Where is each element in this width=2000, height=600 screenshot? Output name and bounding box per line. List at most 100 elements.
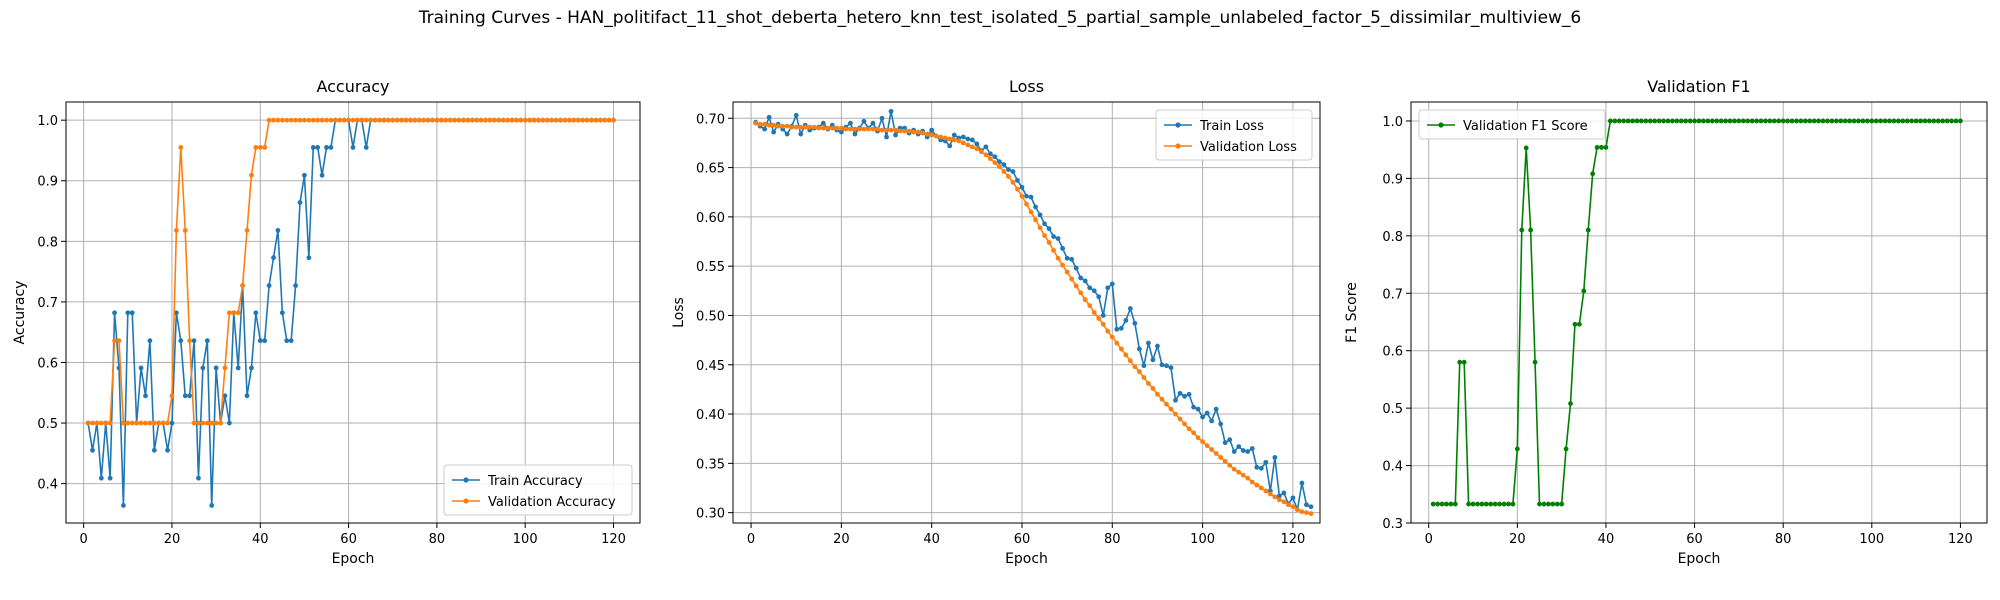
data-point bbox=[780, 123, 786, 129]
data-point bbox=[1953, 118, 1959, 124]
data-point bbox=[1069, 276, 1075, 282]
data-point bbox=[293, 117, 298, 123]
data-point bbox=[368, 117, 374, 123]
data-point bbox=[112, 338, 117, 344]
x-tick-label: 120 bbox=[601, 532, 626, 547]
data-point bbox=[1833, 118, 1839, 124]
data-point bbox=[947, 136, 953, 142]
data-point bbox=[1927, 118, 1932, 124]
y-tick-label: 0.55 bbox=[696, 260, 725, 275]
data-point bbox=[138, 365, 144, 371]
data-point bbox=[1132, 364, 1138, 370]
data-point bbox=[1060, 262, 1066, 268]
data-point bbox=[138, 420, 144, 426]
data-point bbox=[231, 310, 237, 316]
data-point bbox=[1177, 390, 1183, 396]
figure-title: Training Curves - HAN_politifact_11_shot… bbox=[418, 8, 1582, 28]
data-point bbox=[1001, 169, 1007, 174]
data-point bbox=[1789, 118, 1795, 124]
data-point bbox=[319, 117, 325, 123]
data-point bbox=[129, 420, 135, 426]
data-point bbox=[1087, 285, 1093, 291]
data-point bbox=[337, 117, 343, 123]
data-point bbox=[284, 117, 290, 123]
data-point bbox=[297, 117, 303, 123]
data-point bbox=[1186, 426, 1192, 432]
y-tick-label: 0.3 bbox=[1382, 517, 1403, 532]
data-point bbox=[1019, 193, 1025, 199]
data-point bbox=[341, 117, 347, 123]
data-point bbox=[222, 393, 228, 399]
data-point bbox=[196, 420, 201, 426]
data-point bbox=[1213, 451, 1219, 456]
data-point bbox=[1299, 509, 1305, 515]
data-point bbox=[1222, 440, 1228, 446]
y-axis-label: F1 Score bbox=[1344, 282, 1360, 343]
data-point bbox=[178, 338, 184, 344]
legend-box bbox=[443, 464, 633, 516]
data-point bbox=[249, 365, 254, 371]
data-point bbox=[1430, 501, 1436, 507]
data-point bbox=[1308, 511, 1314, 517]
data-point bbox=[531, 117, 537, 123]
data-point bbox=[848, 120, 853, 126]
data-point bbox=[1568, 401, 1573, 406]
data-point bbox=[1285, 502, 1291, 508]
data-point bbox=[403, 117, 409, 123]
data-point bbox=[116, 338, 122, 344]
data-point bbox=[1825, 118, 1830, 124]
x-tick-label: 20 bbox=[1509, 532, 1526, 547]
legend-marker bbox=[1438, 122, 1444, 128]
data-point bbox=[390, 117, 396, 123]
data-point bbox=[90, 420, 95, 426]
data-point bbox=[1444, 501, 1449, 507]
data-point bbox=[98, 475, 104, 481]
data-point bbox=[169, 393, 175, 399]
data-point bbox=[888, 127, 894, 133]
data-point bbox=[125, 310, 131, 316]
data-point bbox=[997, 164, 1002, 169]
data-point bbox=[580, 117, 585, 123]
data-point bbox=[1701, 118, 1706, 124]
data-point bbox=[983, 144, 989, 150]
data-point bbox=[861, 126, 867, 132]
data-point bbox=[505, 117, 510, 123]
data-point bbox=[915, 129, 921, 135]
y-tick-label: 1.0 bbox=[1382, 115, 1403, 130]
data-point bbox=[969, 137, 975, 143]
data-point bbox=[1683, 118, 1689, 124]
data-point bbox=[244, 228, 250, 233]
data-point bbox=[1168, 406, 1174, 412]
data-point bbox=[1209, 447, 1215, 452]
data-point bbox=[1758, 118, 1764, 124]
data-point bbox=[1078, 275, 1084, 281]
data-point bbox=[1519, 227, 1525, 233]
data-point bbox=[1276, 493, 1282, 499]
x-tick-label: 0 bbox=[80, 532, 88, 547]
x-tick-label: 60 bbox=[1014, 532, 1031, 547]
data-point bbox=[1780, 118, 1786, 124]
data-point bbox=[987, 151, 993, 157]
data-point bbox=[1204, 443, 1210, 448]
legend-label: Train Loss bbox=[1199, 119, 1264, 134]
data-point bbox=[381, 117, 387, 123]
data-point bbox=[1173, 397, 1178, 403]
data-point bbox=[575, 117, 581, 123]
data-point bbox=[965, 142, 971, 148]
legend-label: Validation F1 Score bbox=[1463, 119, 1588, 134]
data-point bbox=[213, 420, 219, 426]
data-point bbox=[262, 338, 268, 344]
data-point bbox=[879, 127, 885, 133]
data-point bbox=[1186, 391, 1192, 397]
data-point bbox=[861, 118, 867, 124]
data-point bbox=[1864, 118, 1870, 124]
data-point bbox=[98, 420, 104, 426]
data-point bbox=[121, 503, 126, 508]
data-point bbox=[829, 125, 835, 131]
data-point bbox=[121, 420, 126, 426]
data-point bbox=[518, 117, 524, 123]
data-point bbox=[906, 128, 912, 134]
data-point bbox=[1625, 118, 1631, 124]
data-point bbox=[766, 114, 772, 120]
